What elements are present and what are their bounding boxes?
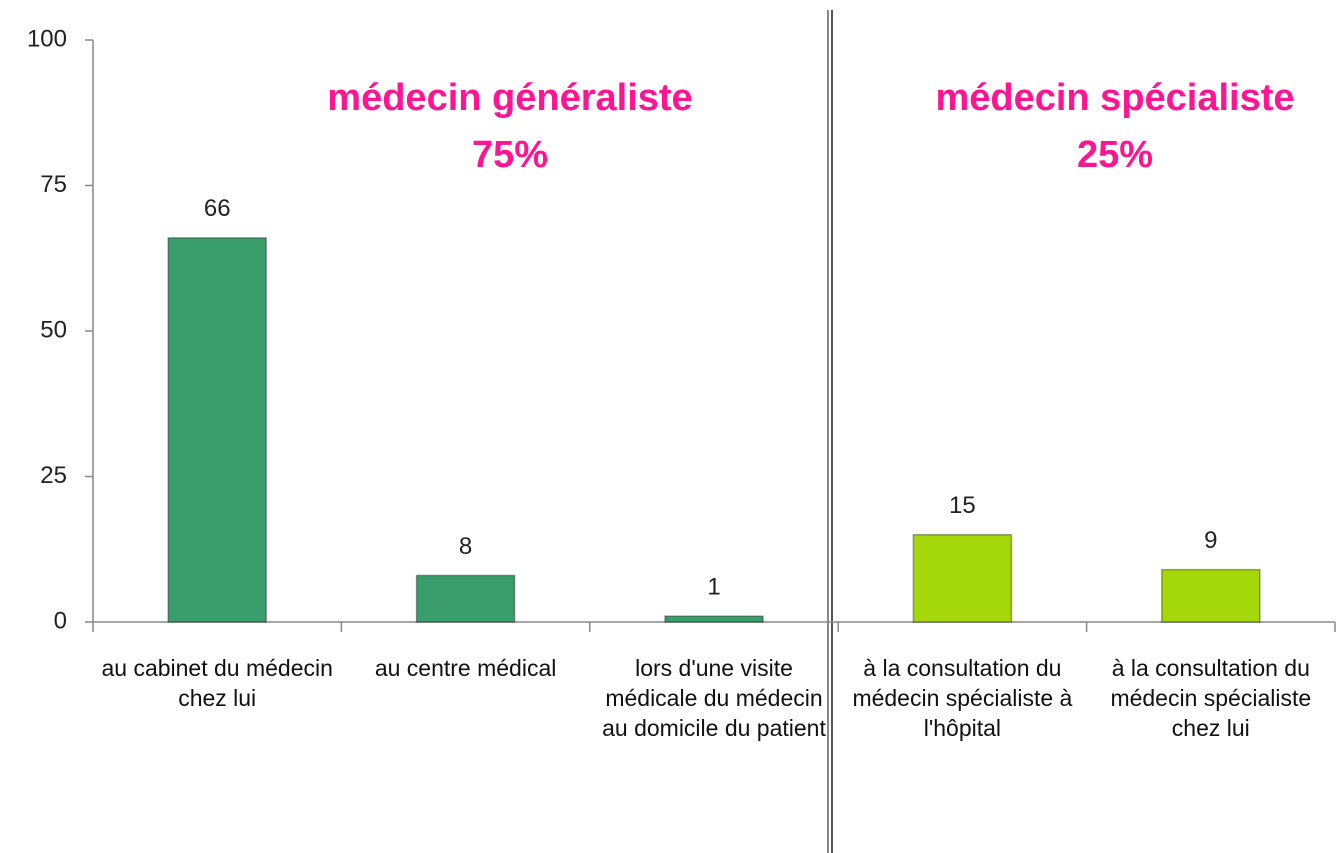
x-tick-label: à la consultation du médecin spécialiste… — [1110, 655, 1312, 741]
bar — [912, 533, 1013, 623]
y-tick-label: 50 — [40, 316, 67, 343]
annotation-title: médecin spécialiste — [935, 77, 1294, 119]
x-tick-label: au cabinet du médecin chez lui — [101, 655, 333, 711]
y-tick-label: 0 — [54, 607, 67, 634]
value-label: 66 — [204, 195, 231, 222]
value-label: 9 — [1204, 527, 1217, 554]
y-tick-label: 25 — [40, 462, 67, 489]
x-tick-label: au centre médical — [374, 655, 557, 681]
x-tick-label: à la consultation du médecin spécialiste… — [852, 655, 1073, 741]
annotation-share: 25% — [1077, 134, 1153, 176]
annotation-share: 75% — [472, 134, 548, 176]
bar — [1161, 568, 1261, 623]
value-label: 15 — [949, 492, 976, 519]
value-label: 8 — [459, 533, 472, 560]
y-tick-label: 100 — [27, 25, 67, 52]
bar — [664, 615, 764, 623]
value-label: 1 — [707, 574, 720, 601]
bar — [167, 237, 267, 623]
bar — [415, 574, 516, 623]
annotation-title: médecin généraliste — [327, 77, 692, 119]
y-tick-label: 75 — [40, 171, 67, 198]
x-tick-label: lors d'une visite médicale du médecin au… — [602, 655, 826, 741]
